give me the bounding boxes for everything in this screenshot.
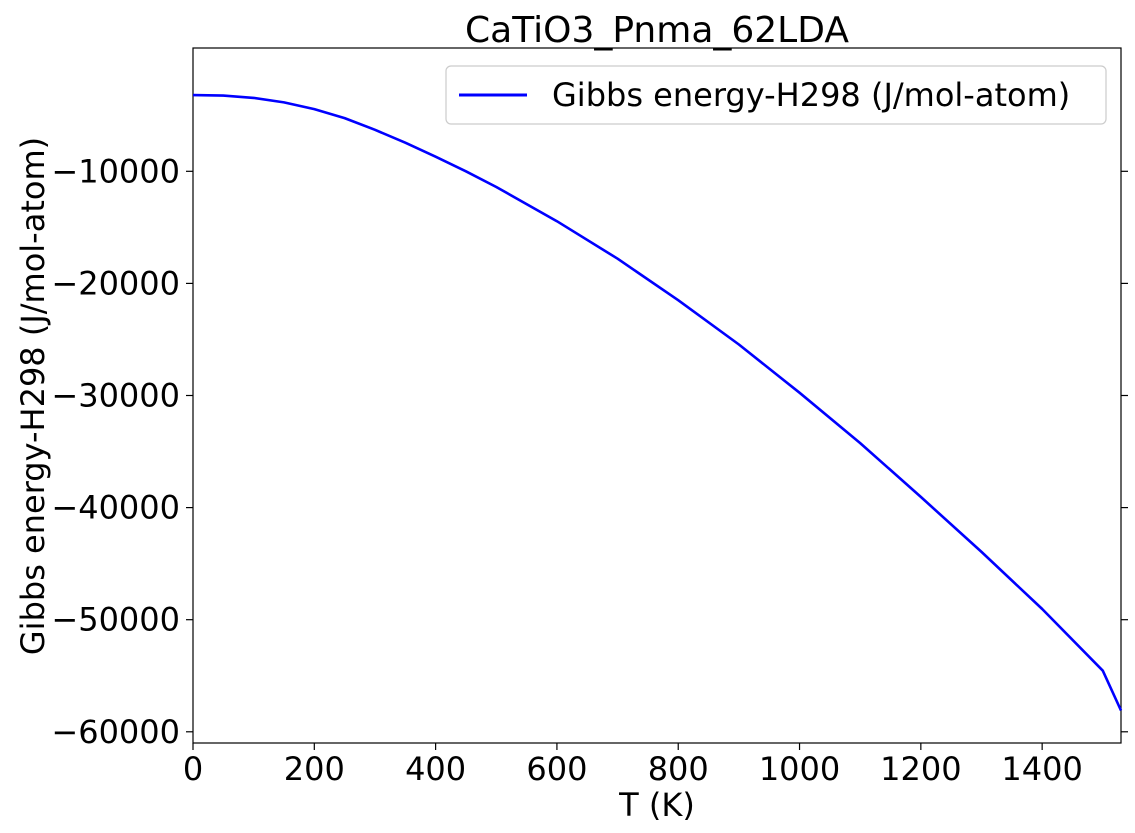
x-tick-label: 200 — [284, 750, 345, 788]
x-tick-label: 1400 — [1001, 750, 1082, 788]
y-tick-label: −30000 — [51, 377, 180, 415]
y-tick-label: −40000 — [51, 489, 180, 527]
x-tick-label: 1000 — [759, 750, 840, 788]
x-axis: 0 200 400 600 800 1000 1200 1400 — [183, 743, 1083, 788]
series-line-0 — [192, 93, 1123, 712]
legend-box — [445, 65, 1107, 125]
y-tick-label: −60000 — [51, 713, 180, 751]
x-axis-label: T (K) — [618, 786, 695, 824]
series-group — [192, 93, 1123, 712]
x-tick-label: 600 — [526, 750, 587, 788]
x-tick-label: 0 — [183, 750, 203, 788]
x-tick-label: 400 — [405, 750, 466, 788]
y-axis-label: Gibbs energy-H298 (J/mol-atom) — [14, 137, 52, 655]
y-tick-label: −50000 — [51, 601, 180, 639]
y-tick-label: −20000 — [51, 264, 180, 302]
x-tick-label: 800 — [648, 750, 709, 788]
y-tick-label: −10000 — [51, 152, 180, 190]
chart-title: CaTiO3_Pnma_62LDA — [465, 10, 849, 51]
legend: Gibbs energy-H298 (J/mol-atom) — [445, 65, 1107, 125]
x-tick-label: 1200 — [880, 750, 961, 788]
legend-entry-label: Gibbs energy-H298 (J/mol-atom) — [552, 76, 1070, 114]
y-axis: −10000 −20000 −30000 −40000 −50000 −60000 — [51, 152, 1128, 751]
plot-area — [192, 47, 1122, 744]
